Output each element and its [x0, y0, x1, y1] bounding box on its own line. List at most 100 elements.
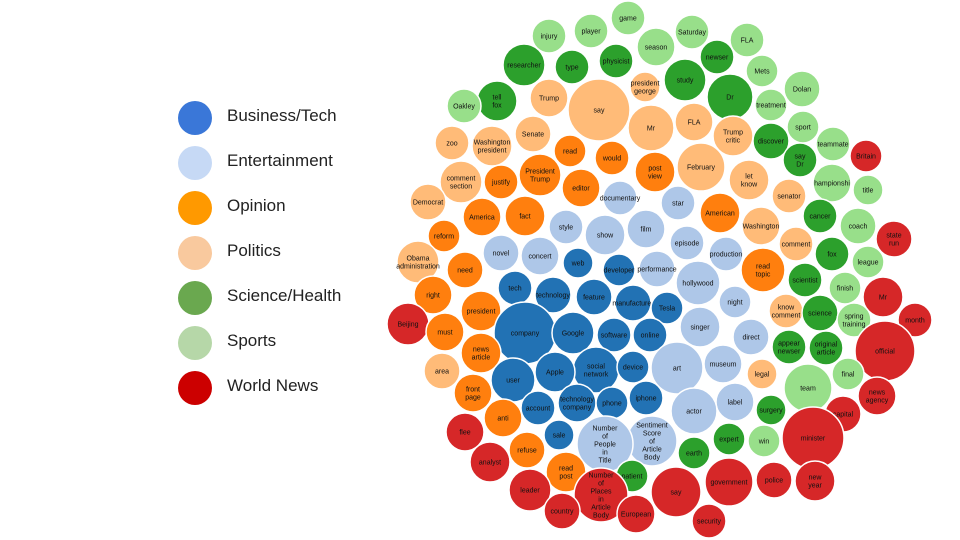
bubble: night [718, 285, 752, 319]
bubble-label: need [457, 267, 473, 274]
bubble-label: sport [795, 124, 811, 131]
bubble: discover [752, 122, 790, 160]
bubble-label: say [594, 107, 605, 114]
bubble: iphone [628, 380, 664, 416]
bubble: tell fox [476, 80, 518, 122]
bubble: appear newser [771, 329, 807, 365]
bubble-circle [434, 125, 470, 161]
bubble-circle [445, 412, 485, 452]
legend-swatch [178, 146, 212, 180]
bubble: Sentiment Score of Article Body [626, 415, 678, 467]
bubble-circle [504, 195, 546, 237]
legend-swatch [178, 371, 212, 405]
bubble-label: feature [583, 294, 605, 301]
bubble-circle [831, 357, 865, 391]
bubble-circle [616, 350, 650, 384]
bubble: injury [531, 18, 567, 54]
bubble-label: teammate [817, 141, 848, 148]
bubble-label: senator [777, 193, 801, 200]
bubble-label: developer [604, 267, 635, 274]
bubble-label: capital [833, 411, 854, 418]
bubble: actor [670, 387, 718, 435]
bubble-circle [755, 394, 787, 426]
bubble-label: style [559, 224, 574, 231]
bubble: coach [839, 207, 877, 245]
bubble-circle [482, 234, 520, 272]
bubble: America [462, 197, 502, 237]
bubble: original article [808, 330, 844, 366]
bubble-circle [446, 88, 482, 124]
bubble-circle [561, 168, 601, 208]
bubble-circle [584, 214, 626, 256]
bubble-label: win [758, 438, 770, 445]
bubble-label: Mr [879, 294, 888, 301]
bubble-label: would [602, 155, 621, 162]
bubble-circle [674, 102, 714, 142]
bubble-circle [638, 250, 676, 288]
bubble: Number of People in Title [576, 415, 634, 473]
bubble-label: title [863, 187, 874, 194]
bubble-label: film [641, 226, 652, 233]
bubble-label: label [728, 399, 743, 406]
bubble: state run [875, 220, 913, 258]
bubble-label: discover [758, 138, 785, 145]
bubble-label: read post [559, 465, 573, 480]
bubble: software [596, 317, 632, 353]
bubble-circle [712, 422, 746, 456]
bubble-circle [598, 43, 634, 79]
bubble-label: treatment [756, 102, 786, 109]
bubble: flee [445, 412, 485, 452]
bubble-circle [553, 134, 587, 168]
bubble-circle [453, 373, 493, 413]
bubble-label: security [697, 518, 722, 525]
bubble-circle [460, 290, 502, 332]
bubble-label: area [435, 368, 449, 375]
bubble: refuse [508, 431, 546, 469]
bubble: device [616, 350, 650, 384]
bubble-circle [729, 22, 765, 58]
bubble: sale [543, 419, 575, 451]
bubble: singer [679, 306, 721, 348]
bubble-circle [852, 174, 884, 206]
bubble-label: analyst [479, 459, 501, 466]
bubble: zoo [434, 125, 470, 161]
bubble-circle [677, 436, 711, 470]
bubble-label: know comment [772, 304, 801, 319]
bubble-label: art [673, 365, 681, 372]
bubble-label: tell fox [492, 94, 502, 109]
bubble-circle [752, 122, 790, 160]
bubble: area [423, 352, 461, 390]
legend-swatch [178, 326, 212, 360]
bubble-circle [675, 260, 721, 306]
bubble-circle [469, 441, 511, 483]
bubble-circle [650, 466, 702, 518]
bubble: manufacturer [612, 284, 654, 322]
bubble: analyst [469, 441, 511, 483]
bubble: front page [453, 373, 493, 413]
legend-label: World News [227, 376, 319, 395]
bubble-circle [634, 151, 676, 193]
bubble-label: hampionshi [814, 180, 850, 187]
bubble: newser [699, 39, 735, 75]
bubble: Beijing [386, 302, 430, 346]
bubble-circle [534, 276, 572, 314]
bubble-circle [771, 329, 807, 365]
bubble-label: finish [837, 285, 853, 292]
bubble-circle [808, 330, 844, 366]
bubble-circle [778, 226, 814, 262]
bubble: Oakley [446, 88, 482, 124]
bubble-label: comment [782, 241, 811, 248]
bubble-label: Britain [856, 153, 876, 160]
bubble: account [520, 390, 556, 426]
bubble: Obama administration [396, 240, 440, 284]
bubble: art [650, 341, 704, 395]
bubble-circle [754, 88, 788, 122]
bubble-circle [614, 284, 652, 322]
bubble-circle [628, 380, 664, 416]
bubble-circle [669, 225, 705, 261]
bubble: editor [561, 168, 601, 208]
bubble: Apple [534, 351, 576, 393]
bubble: justify [483, 164, 519, 200]
bubble-circle [626, 209, 666, 249]
